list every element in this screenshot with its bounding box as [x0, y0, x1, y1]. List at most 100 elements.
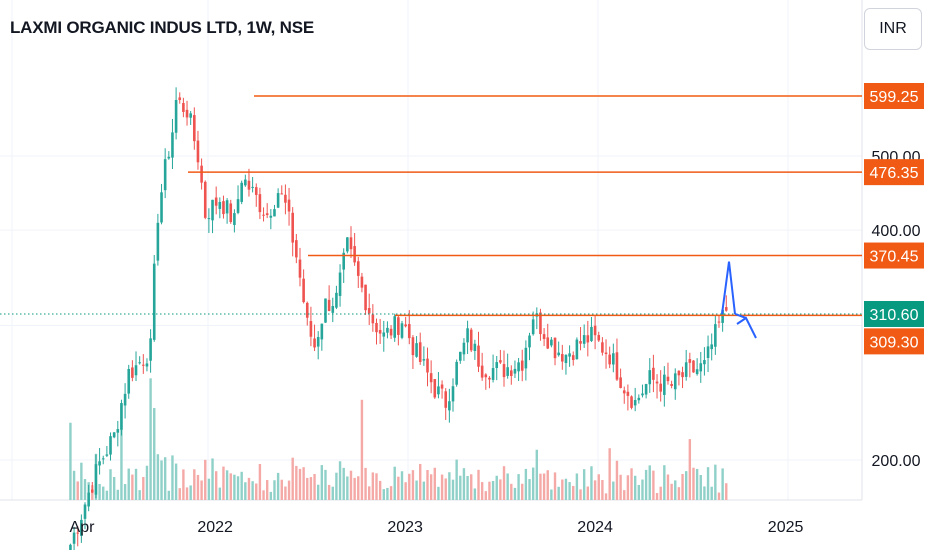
volume-bar [721, 468, 724, 500]
candle-body [586, 335, 590, 343]
candle-body [688, 359, 692, 363]
volume-bar [204, 459, 207, 500]
candle-body [280, 193, 284, 195]
volume-bar [644, 469, 648, 500]
volume-bar [247, 477, 251, 500]
volume-bar [258, 464, 262, 500]
candle-body [491, 368, 495, 380]
volume-bar [579, 489, 582, 500]
price-tags: 599.25 476.35 370.45 309.30 310.60 [864, 83, 924, 355]
candle-body [714, 324, 717, 347]
candle-body [590, 326, 593, 342]
candle-body [182, 103, 185, 112]
volume-bar [214, 471, 218, 500]
candle-body [422, 359, 426, 361]
volume-bar [488, 481, 491, 500]
volume-bar [593, 480, 597, 500]
chart-title: LAXMI ORGANIC INDUS LTD, 1W, NSE [10, 18, 315, 37]
candle-body [262, 214, 265, 216]
candle-body [225, 200, 229, 214]
volume-bar [480, 482, 484, 500]
volume-bar [590, 466, 593, 500]
volume-bar [218, 487, 222, 500]
volume-bar [655, 492, 659, 500]
volume-bar [433, 467, 436, 500]
volume-bar [531, 467, 535, 500]
volume-bar [448, 472, 451, 500]
candle-body [276, 193, 280, 208]
volume-bar [670, 483, 673, 500]
candle-body [302, 278, 305, 303]
currency-button[interactable]: INR [864, 8, 922, 50]
volume-bar [153, 408, 156, 500]
volume-bar [131, 474, 134, 500]
volume-bar [295, 465, 298, 500]
candle-body [400, 323, 404, 338]
level-tag-bg [864, 159, 924, 186]
chart-grid [0, 0, 863, 501]
candle-body [663, 374, 666, 395]
volume-bar [575, 473, 579, 500]
candle-body [462, 342, 466, 355]
candle-body [561, 354, 564, 362]
candle-body [69, 544, 72, 550]
candle-body [338, 272, 342, 296]
candle-body [506, 367, 509, 376]
candle-body [546, 337, 550, 349]
candle-body [597, 335, 601, 341]
volume-bar [652, 470, 655, 500]
volume-bar [393, 466, 396, 500]
volume-bar [484, 491, 487, 500]
volume-bar [604, 493, 608, 500]
volume-bar [269, 491, 273, 500]
volume-bar [626, 475, 630, 500]
candle-body [553, 337, 557, 359]
candle-body [550, 339, 553, 346]
candle-body [448, 401, 451, 411]
candle-body [626, 391, 630, 396]
volume-bar [251, 481, 254, 500]
volume-bar [681, 473, 684, 500]
volume-bar [375, 473, 378, 500]
candle-body [375, 322, 378, 333]
candle-body [174, 99, 178, 133]
candle-body [703, 360, 706, 365]
time-tick-label: 2022 [197, 519, 233, 536]
candle-body [575, 339, 579, 360]
candle-body [426, 358, 429, 373]
volume-bar [182, 469, 185, 500]
time-tick-label: 2025 [768, 519, 804, 536]
volume-bar [80, 462, 83, 500]
candle-body [593, 325, 597, 336]
volume-bar [280, 479, 283, 500]
volume-bar [695, 468, 699, 500]
volume-bar [316, 484, 320, 500]
candle-body [520, 360, 524, 371]
level-tag-bg [864, 83, 924, 109]
candle-body [524, 347, 528, 369]
volume-bar [513, 487, 517, 500]
volume-bar [360, 399, 364, 500]
candle-body [94, 464, 98, 495]
candle-body [666, 376, 670, 382]
candle-body [120, 403, 123, 430]
volume-bar [408, 473, 411, 500]
candle-body [72, 532, 76, 544]
volume-bar [225, 470, 229, 500]
volume-bar [521, 483, 524, 500]
volume-bar [298, 468, 302, 500]
candle-body [564, 354, 568, 364]
candle-body [510, 370, 513, 376]
volume-bar [404, 482, 407, 500]
volume-bar [138, 490, 141, 500]
candle-body [677, 370, 681, 376]
candle-body [397, 317, 400, 335]
volume-bar [561, 479, 564, 500]
volume-bar [597, 474, 600, 500]
volume-bar [528, 479, 531, 500]
volume-bar [240, 471, 243, 500]
candle-body [109, 436, 112, 455]
candle-body [360, 276, 364, 288]
volume-bar [677, 487, 681, 500]
